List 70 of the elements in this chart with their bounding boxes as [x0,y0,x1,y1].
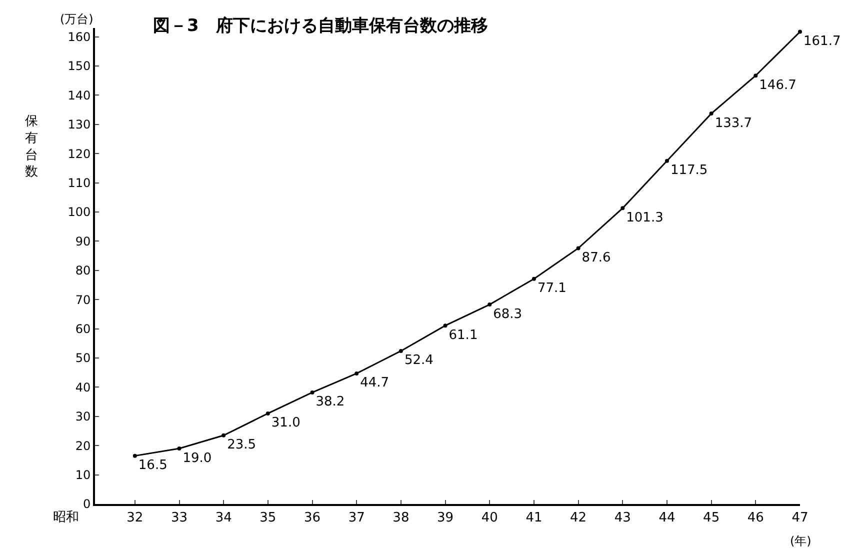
data-label: 31.0 [271,416,300,431]
x-tick-label: 33 [170,510,188,526]
data-label: 19.0 [182,450,212,466]
text: (万台) [60,12,94,26]
x-tick-label: 35 [260,510,276,526]
x-tick-label: 38 [392,510,410,526]
point [177,446,182,451]
x-tick-label: 42 [570,510,587,526]
data-label: 68.3 [493,306,522,322]
x-tick-label: 46 [747,510,764,526]
point [798,30,802,34]
x-tick-label: 41 [526,510,542,526]
data-label: 77.1 [537,281,566,296]
point [354,371,359,376]
point [132,454,137,458]
data-label: 146.7 [759,78,796,93]
x-tick-label: 43 [614,510,631,526]
point [222,433,226,438]
data-label: 61.1 [448,328,478,343]
y-tick-label: 20 [75,438,91,453]
y-tick-label: 110 [68,176,91,190]
data-label: 133.7 [714,116,752,131]
y-tick-label: 60 [75,322,91,336]
y-tick-label: 100 [68,205,91,220]
data-label: 87.6 [582,250,611,266]
x-tick-label: 32 [126,510,144,526]
x-tick-label: 44 [658,510,676,526]
data-label: 23.5 [227,438,256,453]
y-tick-label: 140 [68,88,91,102]
x-tick-label: 39 [437,510,454,526]
x-tick-label: 45 [703,510,720,526]
point [443,324,448,328]
y-tick-label: 70 [75,292,91,307]
x-axis-title: (年) [790,534,812,548]
y-tick-label: 50 [75,351,91,366]
point [532,276,536,281]
point [754,74,758,78]
data-label: 117.5 [670,163,708,178]
y-axis-title: 保有台数 [25,114,38,180]
point [709,112,714,116]
y-tick-label: 90 [75,234,91,248]
data-label: 52.4 [404,353,434,368]
point [620,206,625,210]
point [310,390,314,394]
text: 昭和 [53,510,79,525]
point [664,158,669,163]
x-tick-label: 36 [304,510,321,526]
x-tick-label: 34 [215,510,232,526]
data-label: 16.5 [138,458,168,474]
point [266,411,270,416]
y-tick-label: 160 [68,30,91,44]
y-tick-label: 40 [75,380,91,394]
point [398,348,403,353]
y-tick-label: 30 [75,410,91,424]
y-tick-label: 80 [75,264,91,278]
data-label: 38.2 [316,394,345,410]
y-tick-label: 10 [75,468,91,482]
data-label: 44.7 [360,376,390,391]
data-label: 101.3 [626,210,664,226]
point [576,246,580,250]
y-tick-label: 120 [68,146,91,161]
x-tick-label: 40 [481,510,498,526]
y-tick-label: 150 [68,59,91,74]
point [488,302,492,307]
chart-title: 図－3 府下における自動車保有台数の推移 [153,16,488,36]
y-tick-label: 130 [68,118,91,132]
y-tick-label: 0 [82,497,91,512]
data-label: 161.7 [804,34,841,50]
x-tick-label: 47 [792,510,808,526]
x-tick-label: 37 [348,510,365,526]
